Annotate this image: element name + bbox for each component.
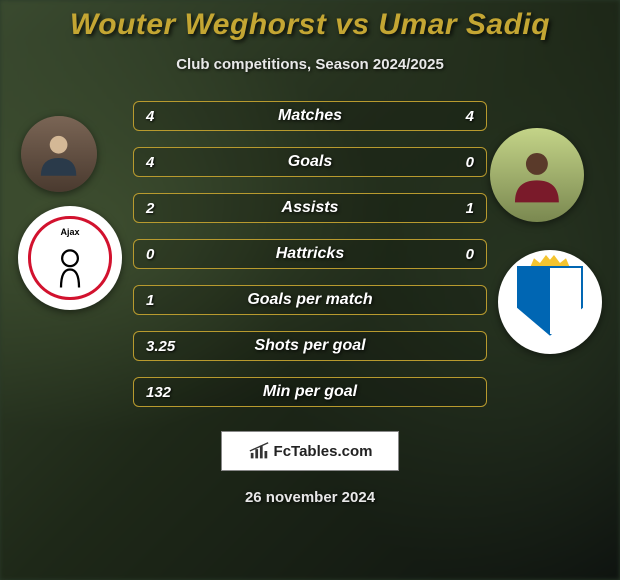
stat-right-value: 0 <box>466 246 474 263</box>
stat-label: Goals <box>134 153 486 171</box>
stat-left-value: 0 <box>146 246 154 263</box>
source-name: FcTables.com <box>274 443 373 460</box>
stat-row: 4Goals0 <box>133 147 487 177</box>
stat-row: 1Goals per match <box>133 285 487 315</box>
stat-left-value: 3.25 <box>146 338 175 355</box>
sociedad-crest-icon <box>506 258 594 346</box>
stat-row: 2Assists1 <box>133 193 487 223</box>
date-label: 26 november 2024 <box>245 489 375 506</box>
player-left-avatar <box>21 116 97 192</box>
chart-icon <box>248 440 270 462</box>
stat-label: Shots per goal <box>134 337 486 355</box>
source-logo: FcTables.com <box>221 431 399 471</box>
stat-left-value: 2 <box>146 200 154 217</box>
ajax-crest-icon: Ajax <box>28 216 111 299</box>
stat-label: Goals per match <box>134 291 486 309</box>
person-icon <box>32 127 85 180</box>
stat-left-value: 4 <box>146 108 154 125</box>
stat-left-value: 132 <box>146 384 171 401</box>
club-left-logo: Ajax <box>18 206 122 310</box>
stat-row: 4Matches4 <box>133 101 487 131</box>
stat-row: 132Min per goal <box>133 377 487 407</box>
stat-label: Hattricks <box>134 245 486 263</box>
stat-right-value: 1 <box>466 200 474 217</box>
stat-row: 0Hattricks0 <box>133 239 487 269</box>
comparison-card: Wouter Weghorst vs Umar Sadiq Club compe… <box>0 0 620 580</box>
stat-right-value: 0 <box>466 154 474 171</box>
subtitle: Club competitions, Season 2024/2025 <box>176 56 444 73</box>
person-icon <box>504 142 570 208</box>
stat-label: Assists <box>134 199 486 217</box>
stat-row: 3.25Shots per goal <box>133 331 487 361</box>
player-right-avatar <box>490 128 584 222</box>
page-title: Wouter Weghorst vs Umar Sadiq <box>70 8 550 42</box>
club-right-logo <box>498 250 602 354</box>
stats-list: 4Matches44Goals02Assists10Hattricks01Goa… <box>133 101 487 407</box>
stat-left-value: 1 <box>146 292 154 309</box>
stat-right-value: 4 <box>466 108 474 125</box>
stat-left-value: 4 <box>146 154 154 171</box>
stat-label: Matches <box>134 107 486 125</box>
stat-label: Min per goal <box>134 383 486 401</box>
